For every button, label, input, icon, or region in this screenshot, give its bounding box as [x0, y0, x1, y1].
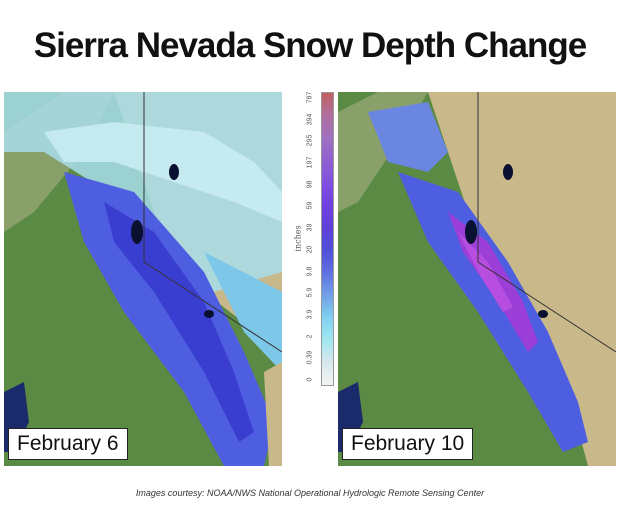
snow-depth-legend: inches 787 394 295 197 98 59 39 20 9.8 5.9 3.9 2 0.3… [289, 91, 335, 386]
legend-tick-label: 295 [306, 135, 314, 147]
date-label-right: February 10 [342, 428, 474, 460]
legend-unit-label: inches [293, 225, 303, 252]
date-label-left: February 6 [8, 428, 128, 460]
legend-tick-label: 98 [306, 180, 314, 189]
legend-tick-label: 0 [306, 377, 314, 382]
snow-depth-map-feb10: February 10 [338, 92, 616, 466]
page-title: Sierra Nevada Snow Depth Change [33, 26, 587, 65]
legend-tick-label: 59 [306, 202, 314, 210]
legend-tick-label: 5.9 [306, 287, 314, 298]
snow-depth-map-feb6: February 6 [4, 92, 282, 466]
legend-tick-label: 0.39 [306, 350, 314, 365]
legend-tick-label: 2 [306, 334, 314, 339]
image-credit: Images courtesy: NOAA/NWS National Opera… [135, 488, 485, 498]
legend-tick-label: 787 [306, 91, 314, 104]
legend-tick-label: 9.8 [306, 266, 314, 276]
legend-tick-label: 394 [306, 113, 314, 126]
legend-tick-label: 197 [306, 156, 314, 169]
legend-tick-label: 3.9 [306, 309, 314, 320]
legend-tick-label: 20 [306, 245, 314, 254]
map-graphic [4, 92, 282, 466]
map-graphic [338, 92, 616, 466]
legend-color-bar [321, 92, 334, 386]
legend-tick-label: 39 [306, 223, 314, 232]
